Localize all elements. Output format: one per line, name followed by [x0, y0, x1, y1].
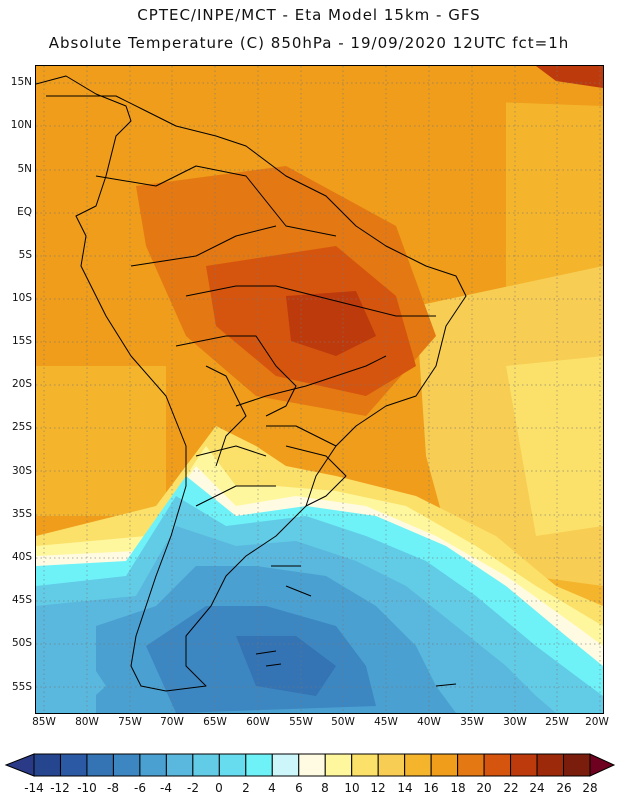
colorbar-cell: [510, 753, 538, 777]
lat-label-45s: 45S: [11, 594, 32, 606]
colorbar-label: -14: [24, 781, 44, 795]
colorbar-label: 26: [556, 781, 572, 795]
lat-label-5n: 5N: [17, 163, 32, 175]
lon-label-55w: 55W: [289, 716, 313, 728]
colorbar-label: 16: [423, 781, 439, 795]
colorbar-label: -4: [160, 781, 172, 795]
colorbar-cell: [165, 753, 194, 777]
colorbar-cell: [192, 753, 220, 777]
map-title: CPTEC/INPE/MCT - Eta Model 15km - GFS: [137, 6, 481, 24]
colorbar-cell: [563, 753, 591, 777]
lon-label-50w: 50W: [331, 716, 355, 728]
lon-label-35w: 35W: [460, 716, 484, 728]
colorbar-cell: [86, 753, 114, 777]
colorbar-over-arrow: [589, 753, 616, 777]
lat-label-15n: 15N: [10, 76, 32, 88]
colorbar-cell: [536, 753, 565, 777]
colorbar-label: 2: [242, 781, 250, 795]
lon-label-75w: 75W: [118, 716, 142, 728]
colorbar: [4, 753, 616, 777]
colorbar-cell: [351, 753, 379, 777]
lat-label-50s: 50S: [11, 637, 32, 649]
lon-label-20w: 20W: [585, 716, 609, 728]
colorbar-cell: [298, 753, 326, 777]
lat-label-25s: 25S: [11, 421, 32, 433]
lon-label-65w: 65W: [203, 716, 227, 728]
colorbar-cell: [245, 753, 273, 777]
lat-label-30s: 30S: [11, 465, 32, 477]
colorbar-label: -6: [134, 781, 146, 795]
colorbar-label: -8: [107, 781, 119, 795]
lon-label-30w: 30W: [503, 716, 527, 728]
colorbar-label: 28: [582, 781, 598, 795]
lat-label-20s: 20S: [11, 378, 32, 390]
lon-label-85w: 85W: [32, 716, 56, 728]
lat-label-10s: 10S: [11, 292, 32, 304]
lat-label-40s: 40S: [11, 551, 32, 563]
colorbar-label: 12: [370, 781, 386, 795]
colorbar-label: -12: [50, 781, 70, 795]
colorbar-cell: [59, 753, 88, 777]
colorbar-cell: [139, 753, 167, 777]
colorbar-label: 10: [344, 781, 360, 795]
lon-label-60w: 60W: [246, 716, 270, 728]
lat-label-15s: 15S: [11, 335, 32, 347]
lat-label-10n: 10N: [10, 119, 32, 131]
temperature-map: [36, 66, 603, 713]
colorbar-cell: [324, 753, 353, 777]
lat-label-5s: 5S: [18, 249, 32, 261]
colorbar-under-arrow: [4, 753, 35, 777]
lat-label-55s: 55S: [11, 681, 32, 693]
colorbar-cell: [271, 753, 300, 777]
colorbar-label: 0: [215, 781, 223, 795]
lon-label-45w: 45W: [374, 716, 398, 728]
lat-label-eq: EQ: [17, 206, 32, 218]
colorbar-cell: [430, 753, 459, 777]
colorbar-label: 14: [397, 781, 413, 795]
colorbar-label: -10: [77, 781, 97, 795]
colorbar-cell: [112, 753, 141, 777]
colorbar-cell: [218, 753, 247, 777]
lon-label-40w: 40W: [417, 716, 441, 728]
colorbar-cell: [377, 753, 406, 777]
colorbar-cell: [483, 753, 512, 777]
map-subtitle: Absolute Temperature (C) 850hPa - 19/09/…: [48, 34, 570, 52]
lon-label-80w: 80W: [75, 716, 99, 728]
colorbar-label: 22: [503, 781, 519, 795]
colorbar-label: 18: [450, 781, 466, 795]
colorbar-label: 24: [529, 781, 545, 795]
colorbar-cell: [457, 753, 485, 777]
colorbar-cell: [404, 753, 432, 777]
colorbar-label: 8: [321, 781, 329, 795]
colorbar-cell: [33, 753, 61, 777]
colorbar-label: 20: [476, 781, 492, 795]
lat-label-35s: 35S: [11, 508, 32, 520]
lon-label-25w: 25W: [545, 716, 569, 728]
colorbar-label: -2: [187, 781, 199, 795]
lon-label-70w: 70W: [160, 716, 184, 728]
colorbar-label: 4: [268, 781, 276, 795]
colorbar-label: 6: [295, 781, 303, 795]
